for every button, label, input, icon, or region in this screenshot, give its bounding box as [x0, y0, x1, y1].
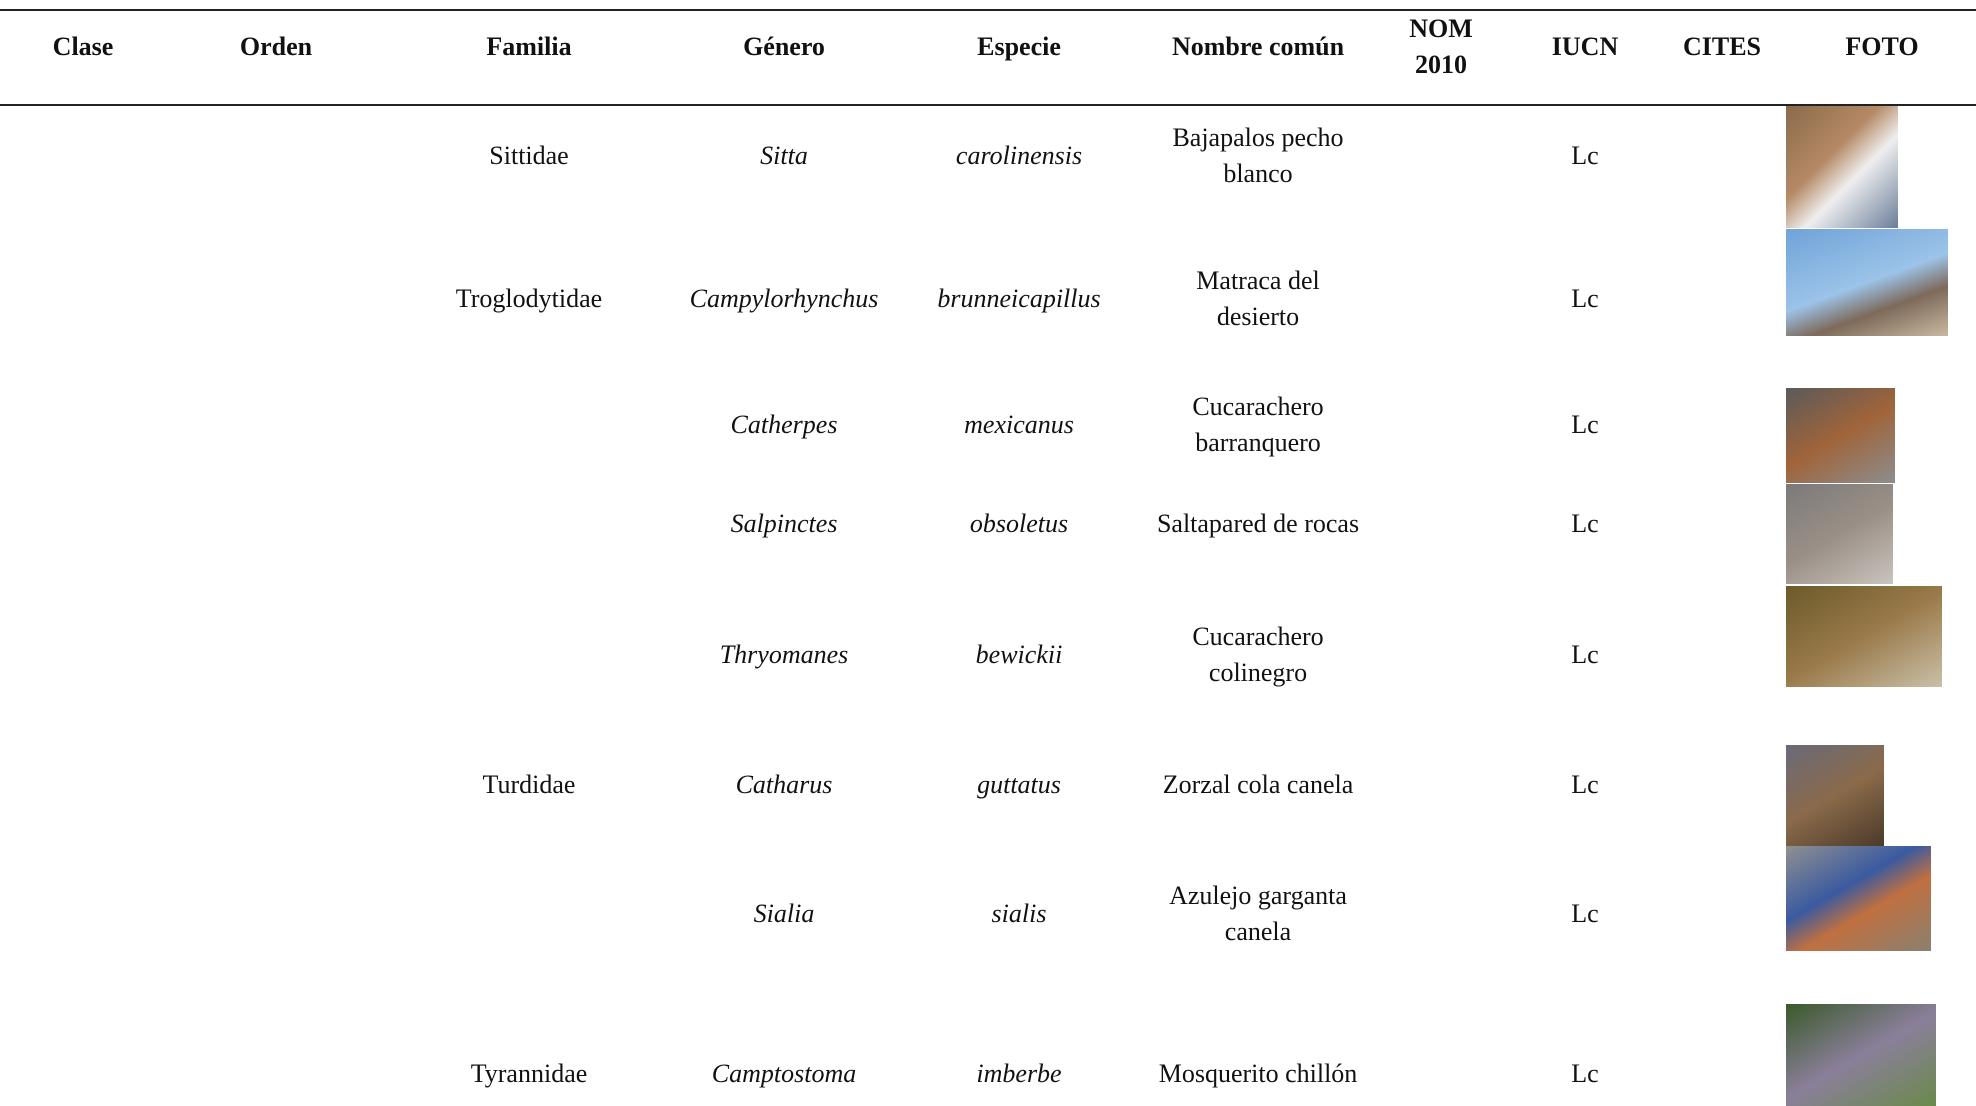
cell-iucn: Lc [1571, 410, 1599, 439]
cell-nombre-comun-line: Cucarachero [1192, 392, 1324, 421]
photo [1786, 388, 1895, 483]
photo [1786, 229, 1948, 336]
cell-genero: Sitta [760, 141, 808, 170]
cell-especie: carolinensis [955, 141, 1083, 170]
cell-genero: Thryomanes [719, 640, 849, 669]
cell-nombre-comun: Mosquerito chillón [1159, 1056, 1358, 1092]
cell-nombre-comun: Cucarachero colinegro [1192, 619, 1323, 691]
photo [1786, 106, 1898, 228]
cell-genero: Campylorhynchus [689, 284, 879, 313]
cell-especie: bewickii [975, 640, 1063, 669]
cell-nombre-comun-line: colinegro [1208, 658, 1308, 687]
cell-especie: obsoletus [969, 509, 1069, 538]
cell-nombre-comun-line: Mosquerito chillón [1158, 1059, 1358, 1088]
cell-iucn: Lc [1571, 899, 1599, 928]
cell-iucn: Lc [1571, 770, 1599, 799]
cell-familia: Turdidae [482, 770, 576, 799]
column-header: CITES [1682, 32, 1762, 61]
photo [1786, 846, 1931, 951]
column-header-line: 2010 [1414, 50, 1467, 79]
column-header: Especie [977, 32, 1061, 61]
cell-iucn: Lc [1571, 1059, 1599, 1088]
cell-iucn: Lc [1571, 509, 1599, 538]
cell-iucn: Lc [1571, 284, 1599, 313]
cell-familia: Sittidae [489, 141, 569, 170]
cell-especie: imberbe [976, 1059, 1062, 1088]
cell-genero: Catharus [735, 770, 833, 799]
cell-nombre-comun-line: desierto [1216, 302, 1300, 331]
column-header: Familia [486, 32, 572, 61]
cell-nombre-comun-line: blanco [1223, 159, 1293, 188]
column-header: IUCN [1551, 32, 1619, 61]
cell-nombre-comun-line: Matraca del [1196, 266, 1320, 295]
cell-genero: Camptostoma [711, 1059, 857, 1088]
cell-especie: guttatus [977, 770, 1061, 799]
cell-nombre-comun-line: Saltapared de rocas [1156, 509, 1360, 538]
cell-nombre-comun-line: Cucarachero [1192, 622, 1324, 651]
cell-iucn: Lc [1571, 640, 1599, 669]
cell-familia: Troglodytidae [455, 284, 603, 313]
cell-nombre-comun-line: barranquero [1195, 428, 1321, 457]
cell-nombre-comun: Matraca del desierto [1196, 263, 1319, 335]
cell-especie: mexicanus [964, 410, 1074, 439]
cell-genero: Catherpes [730, 410, 838, 439]
cell-nombre-comun-line: canela [1224, 917, 1292, 946]
photo [1786, 586, 1942, 687]
column-header: Nombre común [1171, 32, 1345, 61]
cell-nombre-comun-line: Zorzal cola canela [1162, 770, 1354, 799]
photo [1786, 1004, 1936, 1106]
column-header: Orden [239, 32, 313, 61]
cell-genero: Sialia [753, 899, 815, 928]
top-rule [0, 9, 1976, 11]
cell-nombre-comun: Bajapalos pecho blanco [1172, 120, 1343, 192]
column-header: FOTO [1845, 32, 1919, 61]
header-rule [0, 104, 1976, 106]
cell-iucn: Lc [1571, 141, 1599, 170]
column-header-line: NOM [1409, 14, 1473, 43]
column-header: Clase [52, 32, 114, 61]
photo [1786, 745, 1884, 846]
cell-genero: Salpinctes [730, 509, 838, 538]
column-header: Género [743, 32, 825, 61]
column-header: NOM 2010 [1409, 11, 1473, 83]
cell-nombre-comun: Azulejo garganta canela [1169, 878, 1347, 950]
cell-nombre-comun-line: Azulejo garganta [1169, 881, 1347, 910]
cell-nombre-comun-line: Bajapalos pecho [1172, 123, 1344, 152]
cell-especie: sialis [991, 899, 1047, 928]
cell-familia: Tyrannidae [470, 1059, 588, 1088]
cell-especie: brunneicapillus [937, 284, 1101, 313]
cell-nombre-comun: Zorzal cola canela [1163, 767, 1354, 803]
cell-nombre-comun: Saltapared de rocas [1157, 506, 1359, 542]
cell-nombre-comun: Cucarachero barranquero [1192, 389, 1323, 461]
photo [1786, 484, 1893, 584]
